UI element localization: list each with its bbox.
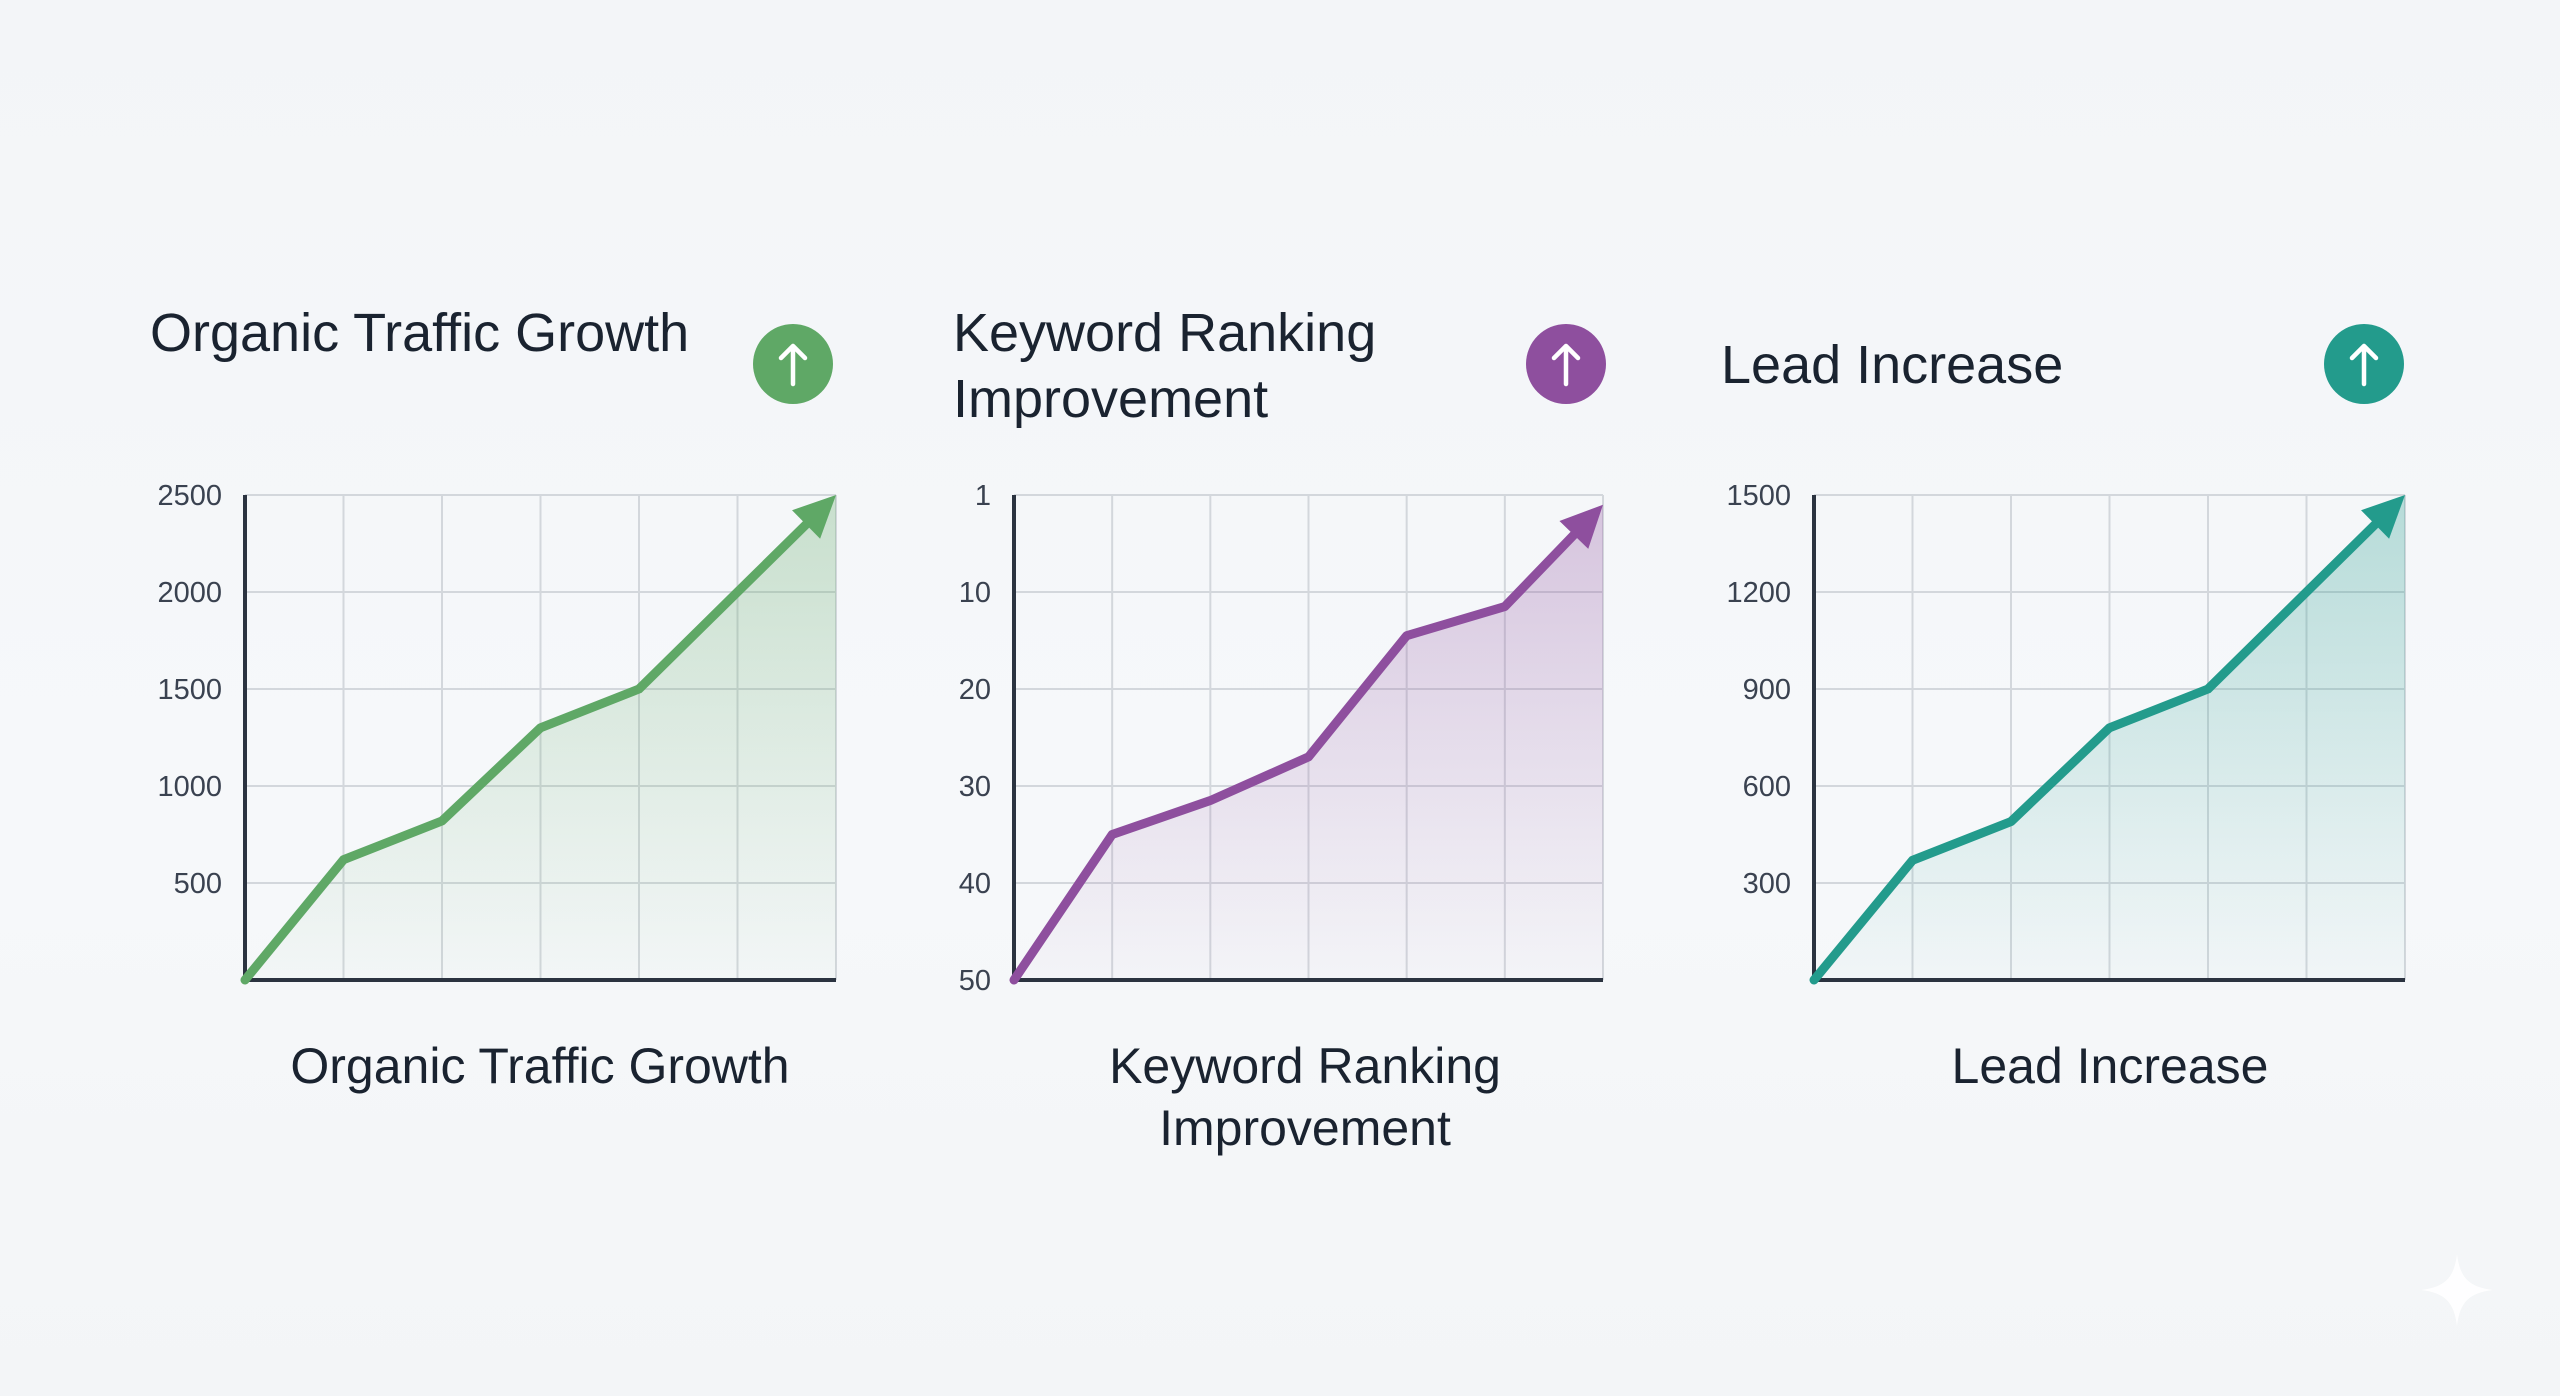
arrow-up-icon (778, 343, 808, 387)
chart-title: Lead Increase (1721, 335, 2064, 395)
chart-caption: Lead Increase (1951, 1038, 2269, 1094)
chart-title: Organic Traffic Growth (150, 303, 690, 363)
y-tick-label: 500 (174, 868, 222, 900)
chart-caption: Organic Traffic Growth (290, 1038, 790, 1094)
chart-title: Keyword Ranking Improvement (953, 303, 1377, 429)
y-tick-label: 600 (1743, 771, 1791, 803)
trend-badge (1526, 324, 1606, 404)
series-line (1009, 521, 1587, 985)
y-tick-label: 900 (1743, 674, 1791, 706)
y-tick-label: 1200 (1726, 577, 1791, 609)
y-tick-label: 1 (975, 480, 991, 512)
y-tick-label: 1500 (1726, 480, 1791, 512)
trend-badge (753, 324, 833, 404)
trend-arrowhead (2361, 495, 2405, 539)
y-tick-label: 20 (959, 674, 991, 706)
series-line (240, 511, 820, 985)
y-tick-label: 50 (959, 965, 991, 997)
y-tick-label: 30 (959, 771, 991, 803)
y-tick-label: 1000 (157, 771, 222, 803)
y-tick-label: 10 (959, 577, 991, 609)
y-tick-label: 1500 (157, 674, 222, 706)
series-line (1809, 511, 2389, 985)
y-tick-label: 300 (1743, 868, 1791, 900)
area-fill (245, 495, 836, 980)
y-tick-label: 2500 (157, 480, 222, 512)
trend-arrowhead (792, 495, 836, 539)
arrow-up-icon (1551, 343, 1581, 387)
chart-caption: Keyword Ranking Improvement (1109, 1038, 1501, 1156)
area-fill (1814, 495, 2405, 980)
arrow-up-icon (2349, 343, 2379, 387)
y-tick-label: 2000 (157, 577, 222, 609)
trend-badge (2324, 324, 2404, 404)
y-tick-label: 40 (959, 868, 991, 900)
area-fill (1014, 504, 1603, 980)
sparkle-icon (2421, 1254, 2493, 1326)
trend-arrowhead (1559, 504, 1603, 549)
